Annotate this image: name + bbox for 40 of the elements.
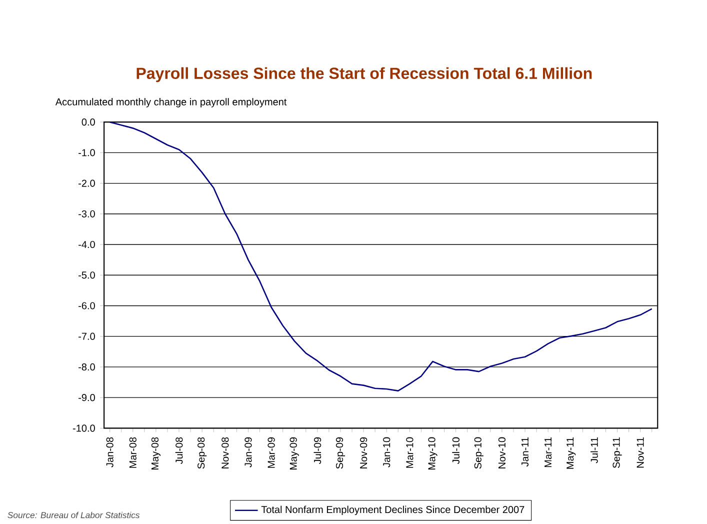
legend-label: Total Nonfarm Employment Declines Since December 2007 xyxy=(261,506,524,515)
x-tick-label: May-11 xyxy=(566,437,576,469)
x-tick-label: Jan-09 xyxy=(244,437,252,468)
x-tick-label: Jan-11 xyxy=(522,437,529,466)
x-tick-label: Mar-09 xyxy=(268,437,275,468)
x-tick-label: Jan-08 xyxy=(106,437,114,468)
x-tick-label: Nov-09 xyxy=(360,437,368,468)
x-tick-label: May-09 xyxy=(290,437,299,470)
line-series xyxy=(109,122,653,392)
x-tick-label: Nov-11 xyxy=(636,437,644,468)
y-tick-label: -7.0 xyxy=(78,332,95,340)
y-tick-label: -5.0 xyxy=(78,271,95,279)
y-tick-label: -1.0 xyxy=(78,149,95,156)
source-note: Source: Bureau of Labor Statistics xyxy=(8,512,140,518)
y-tick-label: -9.0 xyxy=(78,394,95,402)
y-tick-label: -4.0 xyxy=(78,240,95,248)
x-tick-label: Mar-10 xyxy=(406,437,414,468)
y-tick-label: -10.0 xyxy=(72,424,95,432)
y-tick-label: -8.0 xyxy=(78,363,95,370)
x-tick-label: Nov-08 xyxy=(222,437,229,468)
x-tick-label: Jul-09 xyxy=(314,437,322,464)
chart-title: Payroll Losses Since the Start of Recession Total 6.1 Million xyxy=(136,67,592,82)
x-tick-label: Sep-11 xyxy=(612,437,622,468)
y-tick-label: -6.0 xyxy=(78,302,95,310)
x-tick-label: Jul-11 xyxy=(590,437,598,464)
x-tick-label: Sep-08 xyxy=(198,437,207,469)
y-tick-label: 0.0 xyxy=(82,118,95,126)
x-tick-label: May-10 xyxy=(428,437,438,470)
x-tick-label: Mar-08 xyxy=(129,437,136,468)
x-tick-label: May-08 xyxy=(151,437,160,470)
x-tick-label: Nov-10 xyxy=(498,437,506,468)
y-tick-label: -3.0 xyxy=(78,210,95,218)
y-tick-label: -2.0 xyxy=(78,180,95,187)
x-tick-label: Sep-09 xyxy=(336,437,346,469)
x-tick-label: Jan-10 xyxy=(383,437,390,468)
x-tick-label: Jul-10 xyxy=(452,437,460,464)
x-tick-label: Sep-10 xyxy=(474,437,484,469)
x-tick-label: Jul-08 xyxy=(175,437,183,464)
x-tick-label: Mar-11 xyxy=(544,437,552,467)
y-axis-title: Accumulated monthly change in payroll employment xyxy=(55,98,287,108)
